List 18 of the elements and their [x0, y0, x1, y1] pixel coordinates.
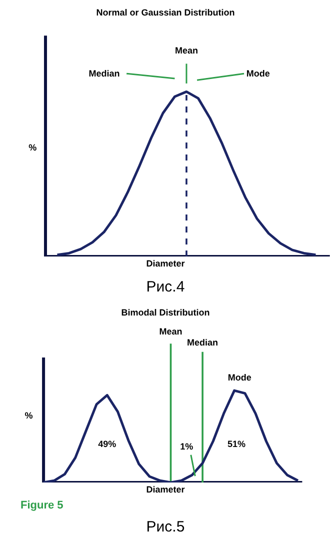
annotation: 1% — [180, 442, 194, 452]
x-axis-title: Diameter — [146, 258, 186, 268]
caption: Figure 5 — [20, 500, 64, 512]
text: Рис.4 — [146, 278, 185, 296]
text: Median — [88, 68, 120, 79]
chart-title: Bimodal Distribution — [121, 308, 210, 318]
text: Рис.5 — [146, 518, 185, 536]
y-axis-title: % — [28, 142, 37, 153]
annotation: 51% — [227, 438, 246, 449]
y-axis-title: % — [24, 410, 33, 420]
annotation: 49% — [98, 438, 116, 449]
text: Mode — [246, 68, 270, 79]
text: Mean — [159, 326, 182, 337]
x-axis-title: Diameter — [146, 484, 186, 494]
text: Mode — [228, 372, 252, 383]
text: Mean — [174, 46, 198, 56]
text: Median — [187, 338, 218, 348]
chart-title: Normal or Gaussian Distribution — [96, 8, 235, 18]
